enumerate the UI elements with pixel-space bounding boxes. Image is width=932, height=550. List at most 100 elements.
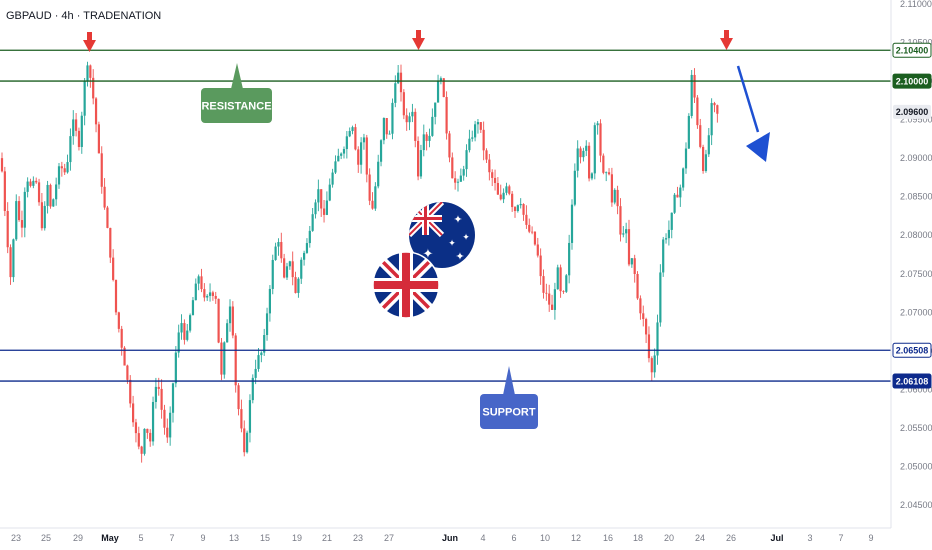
candle-body <box>291 261 294 278</box>
candle-body <box>471 137 474 139</box>
date-tick-label: 13 <box>229 533 239 543</box>
candle-body <box>257 355 260 369</box>
candle-body <box>72 119 75 137</box>
candle-body <box>445 97 448 134</box>
candle-body <box>588 145 591 179</box>
candle-body <box>656 322 659 356</box>
candle-body <box>0 158 4 172</box>
candle-body <box>710 103 713 136</box>
candle-body <box>220 342 223 375</box>
candle-body <box>260 352 263 356</box>
candle-body <box>673 194 676 213</box>
candle-body <box>576 148 579 171</box>
candle-body <box>9 247 12 278</box>
price-tick-label: 2.05500 <box>900 423 932 433</box>
candle-body <box>251 377 254 401</box>
candle-body <box>297 278 300 293</box>
candle-body <box>690 74 693 116</box>
candle-body <box>436 81 440 103</box>
price-tick-label: 2.09500 <box>900 115 932 125</box>
level-price-tag <box>892 73 932 89</box>
candle-body <box>183 323 186 340</box>
candle-body <box>682 168 685 188</box>
candle-body <box>454 178 457 183</box>
support-label-group[interactable]: SUPPORT <box>480 366 538 429</box>
candle-body <box>43 205 46 229</box>
candle-body <box>208 292 212 296</box>
candle-body <box>360 142 363 165</box>
candle-body <box>374 186 377 209</box>
candle-body <box>114 279 118 313</box>
candle-body <box>49 184 52 207</box>
candle-body <box>679 187 682 198</box>
time-axis[interactable]: 23 25 29 May 5 7 9 13 15 19 21 23 27 Jun 4 6 10 12 16 18 20 2… <box>0 527 891 543</box>
candle-body <box>579 148 582 158</box>
candle-body <box>696 97 699 126</box>
candle-body <box>550 304 554 310</box>
candle-body <box>465 150 468 170</box>
candle-body <box>334 161 337 173</box>
candle-body <box>693 74 696 98</box>
candle-body <box>77 130 81 147</box>
candle-body <box>599 123 602 156</box>
candle-body <box>670 212 673 230</box>
candle-body <box>496 183 499 195</box>
level-price-tag <box>892 342 932 358</box>
candle-body <box>402 92 405 116</box>
candle-body <box>60 166 63 169</box>
candle-body <box>303 252 306 260</box>
level-price-label: 2.06108 <box>896 376 929 386</box>
date-tick-label: 16 <box>603 533 613 543</box>
candle-body <box>308 230 311 244</box>
candle-body <box>354 127 357 150</box>
date-tick-label: 6 <box>511 533 516 543</box>
horizontal-levels[interactable] <box>0 49 891 382</box>
candle-body <box>328 184 331 201</box>
candle-body <box>397 72 400 84</box>
candle-body <box>134 422 138 434</box>
candle-body <box>630 258 633 265</box>
candle-body <box>69 136 72 163</box>
candle-body <box>659 272 662 323</box>
resistance-label-group[interactable]: RESISTANCE <box>201 63 272 123</box>
date-tick-label: Jun <box>442 533 458 543</box>
candle-body <box>285 266 289 278</box>
candle-body <box>439 78 442 82</box>
price-axis[interactable]: 2.11000 2.10500 2.10000 2.09500 2.09000 2.085… <box>890 0 932 528</box>
top-arrow-3-icon <box>720 30 733 50</box>
candle-body <box>177 332 180 353</box>
candle-body <box>248 400 252 433</box>
candle-body <box>519 204 522 206</box>
price-tick-label: 2.08500 <box>900 192 932 202</box>
price-tick-label: 2.07500 <box>900 269 932 279</box>
candle-body <box>713 103 716 106</box>
candle-body <box>448 133 451 158</box>
level-price-tag <box>892 373 932 389</box>
candle-body <box>311 214 314 231</box>
candle-body <box>559 267 562 292</box>
candle-body <box>325 200 328 215</box>
candle-body <box>636 273 639 299</box>
candle-body <box>539 255 542 277</box>
candle-body <box>365 137 368 175</box>
candle-body <box>362 137 366 143</box>
candle-body <box>75 119 78 131</box>
uk-flag-icon <box>372 251 440 319</box>
candle-body <box>97 124 100 154</box>
candle-body <box>616 189 619 207</box>
candle-body <box>231 306 234 336</box>
candle-body <box>180 323 183 333</box>
candle-body <box>194 283 197 301</box>
candle-body <box>531 231 534 233</box>
candle-body <box>676 194 679 198</box>
candle-body <box>174 352 177 384</box>
candle-body <box>707 135 710 155</box>
svg-text:✦: ✦ <box>462 232 470 242</box>
candle-body <box>371 200 374 209</box>
candle-body <box>274 246 277 260</box>
candle-body <box>425 134 428 141</box>
candle-body <box>488 159 491 173</box>
candle-body <box>92 77 95 99</box>
